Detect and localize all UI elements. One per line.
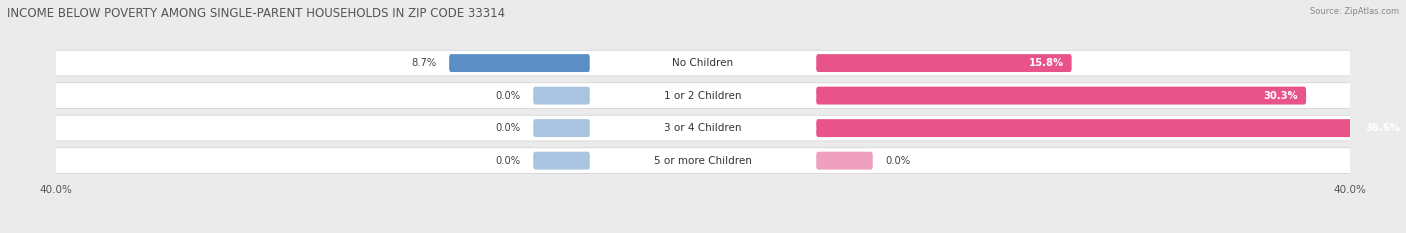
- FancyBboxPatch shape: [815, 119, 1406, 137]
- Text: 8.7%: 8.7%: [411, 58, 436, 68]
- FancyBboxPatch shape: [41, 83, 1367, 108]
- FancyBboxPatch shape: [41, 115, 1367, 141]
- FancyBboxPatch shape: [41, 50, 1367, 76]
- FancyBboxPatch shape: [815, 87, 1306, 105]
- FancyBboxPatch shape: [41, 148, 1367, 173]
- Text: No Children: No Children: [672, 58, 734, 68]
- Text: 0.0%: 0.0%: [495, 123, 520, 133]
- FancyBboxPatch shape: [591, 150, 815, 171]
- Text: INCOME BELOW POVERTY AMONG SINGLE-PARENT HOUSEHOLDS IN ZIP CODE 33314: INCOME BELOW POVERTY AMONG SINGLE-PARENT…: [7, 7, 505, 20]
- FancyBboxPatch shape: [815, 152, 873, 170]
- FancyBboxPatch shape: [815, 54, 1071, 72]
- Text: 0.0%: 0.0%: [495, 156, 520, 166]
- Text: 36.6%: 36.6%: [1365, 123, 1400, 133]
- Text: 0.0%: 0.0%: [886, 156, 911, 166]
- FancyBboxPatch shape: [533, 87, 591, 105]
- Text: 15.8%: 15.8%: [1028, 58, 1063, 68]
- Text: 1 or 2 Children: 1 or 2 Children: [664, 91, 742, 101]
- Text: 0.0%: 0.0%: [495, 91, 520, 101]
- FancyBboxPatch shape: [591, 53, 815, 73]
- FancyBboxPatch shape: [533, 152, 591, 170]
- FancyBboxPatch shape: [533, 119, 591, 137]
- Text: 30.3%: 30.3%: [1264, 91, 1298, 101]
- Text: 3 or 4 Children: 3 or 4 Children: [664, 123, 742, 133]
- Text: 5 or more Children: 5 or more Children: [654, 156, 752, 166]
- FancyBboxPatch shape: [449, 54, 591, 72]
- Text: Source: ZipAtlas.com: Source: ZipAtlas.com: [1310, 7, 1399, 16]
- FancyBboxPatch shape: [591, 85, 815, 106]
- FancyBboxPatch shape: [591, 118, 815, 138]
